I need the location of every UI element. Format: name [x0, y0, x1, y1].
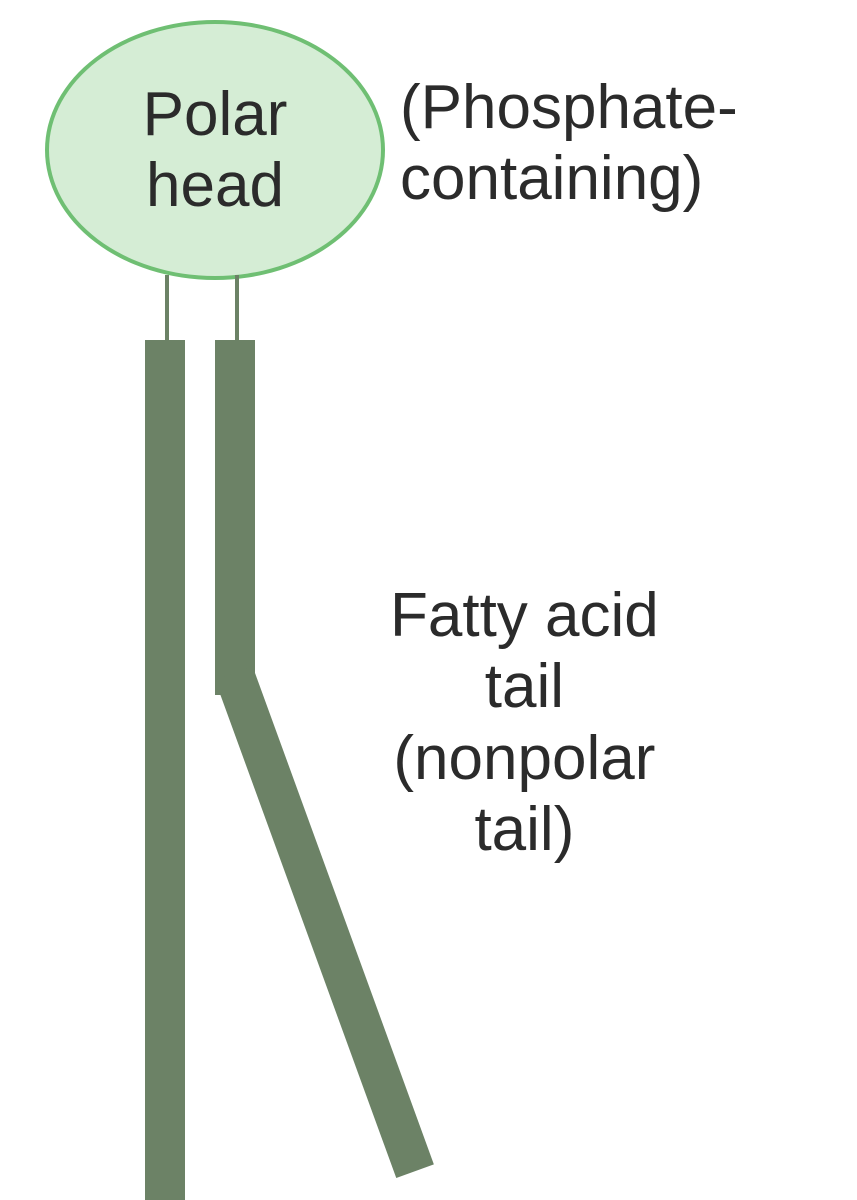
- tail-label-line3: (nonpolar: [390, 723, 659, 794]
- tail-label-line2: tail: [390, 651, 659, 722]
- tail-label-line1: Fatty acid: [390, 580, 659, 651]
- phosphate-annotation: (Phosphate- containing): [400, 72, 738, 215]
- polar-head-label: Polar head: [45, 79, 385, 222]
- tail-label-line4: tail): [390, 794, 659, 865]
- fatty-acid-tail-left: [145, 340, 185, 1200]
- connector-left: [165, 275, 169, 340]
- phosphate-annotation-line2: containing): [400, 143, 738, 214]
- polar-head-label-line1: Polar: [45, 79, 385, 150]
- connector-right: [235, 275, 239, 340]
- polar-head-label-line2: head: [45, 150, 385, 221]
- fatty-acid-tail-right-upper: [215, 340, 255, 695]
- phosphate-annotation-line1: (Phosphate-: [400, 72, 738, 143]
- fatty-acid-tail-label: Fatty acid tail (nonpolar tail): [390, 580, 659, 865]
